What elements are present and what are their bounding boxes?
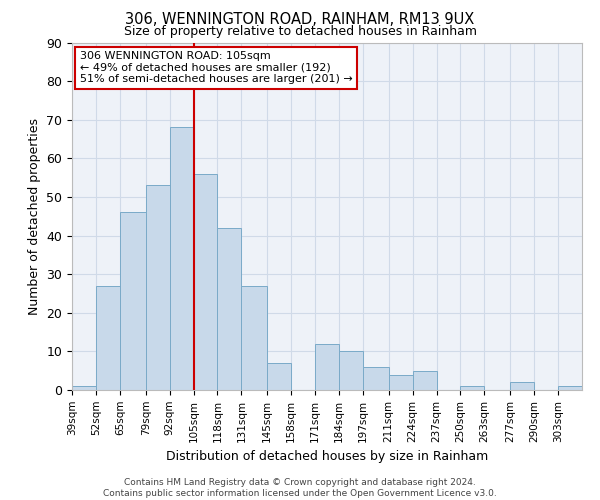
Bar — [315, 344, 339, 390]
Bar — [339, 352, 363, 390]
Text: 306 WENNINGTON ROAD: 105sqm
← 49% of detached houses are smaller (192)
51% of se: 306 WENNINGTON ROAD: 105sqm ← 49% of det… — [80, 51, 352, 84]
Bar — [146, 186, 170, 390]
Text: 306, WENNINGTON ROAD, RAINHAM, RM13 9UX: 306, WENNINGTON ROAD, RAINHAM, RM13 9UX — [125, 12, 475, 28]
Bar — [194, 174, 217, 390]
Bar — [217, 228, 241, 390]
Bar — [120, 212, 146, 390]
Bar — [413, 370, 437, 390]
Bar — [72, 386, 96, 390]
Text: Size of property relative to detached houses in Rainham: Size of property relative to detached ho… — [124, 25, 476, 38]
Y-axis label: Number of detached properties: Number of detached properties — [28, 118, 41, 315]
Bar — [460, 386, 484, 390]
Bar — [558, 386, 582, 390]
Bar — [510, 382, 534, 390]
Bar — [96, 286, 120, 390]
Text: Contains HM Land Registry data © Crown copyright and database right 2024.
Contai: Contains HM Land Registry data © Crown c… — [103, 478, 497, 498]
Bar — [267, 363, 291, 390]
Bar — [241, 286, 267, 390]
Bar — [363, 367, 389, 390]
Bar — [389, 374, 413, 390]
Bar — [170, 128, 194, 390]
X-axis label: Distribution of detached houses by size in Rainham: Distribution of detached houses by size … — [166, 450, 488, 463]
